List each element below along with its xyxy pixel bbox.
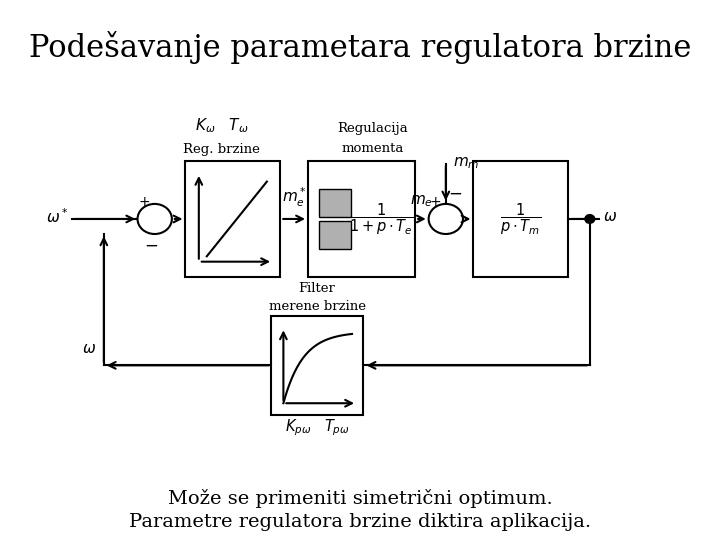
Text: $\omega^*$: $\omega^*$ bbox=[46, 207, 69, 226]
FancyBboxPatch shape bbox=[319, 188, 351, 217]
Text: Filter: Filter bbox=[299, 282, 336, 295]
Text: +: + bbox=[139, 195, 150, 210]
Text: Podešavanje parametara regulatora brzine: Podešavanje parametara regulatora brzine bbox=[29, 31, 691, 64]
Text: −: − bbox=[449, 184, 462, 202]
Text: $\omega$: $\omega$ bbox=[82, 341, 96, 356]
FancyBboxPatch shape bbox=[319, 221, 351, 249]
FancyBboxPatch shape bbox=[271, 316, 363, 415]
Circle shape bbox=[428, 204, 463, 234]
Text: −: − bbox=[145, 237, 158, 255]
Text: Regulacija: Regulacija bbox=[337, 123, 408, 136]
Text: Može se primeniti simetrični optimum.: Može se primeniti simetrični optimum. bbox=[168, 489, 552, 508]
Text: +: + bbox=[430, 195, 441, 210]
Text: $\dfrac{1}{1+p\cdot T_e}$: $\dfrac{1}{1+p\cdot T_e}$ bbox=[348, 201, 413, 237]
FancyBboxPatch shape bbox=[185, 161, 280, 276]
Text: Parametre regulatora brzine diktira aplikacija.: Parametre regulatora brzine diktira apli… bbox=[129, 513, 591, 531]
Text: $\omega$: $\omega$ bbox=[603, 209, 617, 224]
Circle shape bbox=[138, 204, 172, 234]
Text: $K_{p\omega}$   $T_{p\omega}$: $K_{p\omega}$ $T_{p\omega}$ bbox=[285, 418, 349, 438]
Circle shape bbox=[585, 215, 595, 223]
Text: $m_e$: $m_e$ bbox=[410, 194, 433, 210]
FancyBboxPatch shape bbox=[308, 161, 415, 276]
Text: $K_{\omega}$   $T_{\omega}$: $K_{\omega}$ $T_{\omega}$ bbox=[194, 117, 248, 136]
Text: momenta: momenta bbox=[341, 142, 403, 155]
Text: $m_m$: $m_m$ bbox=[453, 156, 480, 172]
FancyBboxPatch shape bbox=[473, 161, 568, 276]
Text: $m_e^*$: $m_e^*$ bbox=[282, 186, 307, 210]
Text: $\dfrac{1}{p\cdot T_m}$: $\dfrac{1}{p\cdot T_m}$ bbox=[500, 201, 541, 237]
Text: merene brzine: merene brzine bbox=[269, 300, 366, 313]
Text: Reg. brzine: Reg. brzine bbox=[183, 143, 260, 156]
